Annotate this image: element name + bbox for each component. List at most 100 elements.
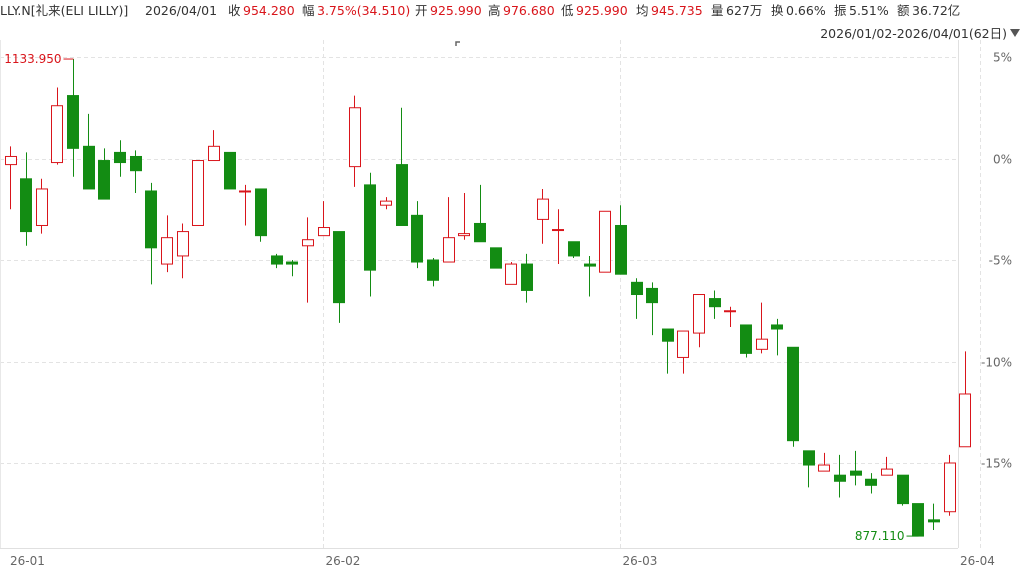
candle[interactable] bbox=[521, 253, 533, 303]
candle[interactable] bbox=[631, 278, 643, 319]
candle[interactable] bbox=[130, 150, 142, 194]
high-value: 976.680 bbox=[503, 3, 555, 18]
candle[interactable] bbox=[928, 503, 940, 530]
candle[interactable] bbox=[615, 205, 627, 275]
candle[interactable] bbox=[677, 330, 689, 374]
avg-value: 945.735 bbox=[651, 3, 703, 18]
candle[interactable] bbox=[98, 148, 110, 200]
candle-body-down bbox=[255, 188, 267, 237]
candle[interactable] bbox=[443, 197, 455, 263]
candle-body-down bbox=[145, 190, 157, 249]
turnover-value: 0.66% bbox=[786, 3, 826, 18]
candle[interactable] bbox=[239, 184, 251, 226]
candle-body-down bbox=[615, 224, 627, 275]
candle[interactable] bbox=[286, 260, 298, 277]
candle-body-down bbox=[646, 287, 658, 304]
amount-value: 36.72亿 bbox=[912, 3, 961, 18]
candle[interactable] bbox=[740, 324, 752, 358]
x-axis-tick-label: 26-04 bbox=[960, 554, 995, 568]
candle[interactable] bbox=[474, 184, 486, 243]
candle[interactable] bbox=[20, 152, 32, 246]
low-label: 低 bbox=[561, 3, 574, 18]
candle[interactable] bbox=[427, 257, 439, 287]
candle[interactable] bbox=[850, 450, 862, 486]
candle[interactable] bbox=[145, 182, 157, 285]
candle[interactable] bbox=[724, 306, 736, 327]
candle[interactable] bbox=[584, 255, 596, 297]
candle[interactable] bbox=[380, 197, 392, 210]
candle[interactable] bbox=[537, 188, 549, 244]
x-axis-tick-label: 26-03 bbox=[623, 554, 658, 568]
change-value: 3.75%(34.510) bbox=[317, 3, 411, 18]
candle-body-down bbox=[271, 255, 283, 265]
date-range-selector[interactable]: 2026/01/02-2026/04/01(62日) bbox=[820, 23, 1020, 42]
candle-body-up bbox=[693, 294, 705, 334]
candle-body-up bbox=[443, 237, 455, 263]
candle[interactable] bbox=[255, 188, 267, 242]
candle[interactable] bbox=[458, 193, 470, 240]
candle[interactable] bbox=[192, 160, 204, 226]
candle-body-down bbox=[740, 324, 752, 354]
candle[interactable] bbox=[83, 113, 95, 190]
candle-body-down bbox=[98, 160, 110, 200]
candle[interactable] bbox=[364, 172, 376, 297]
candle[interactable] bbox=[552, 209, 564, 265]
candle[interactable] bbox=[349, 95, 361, 187]
candle-body-up bbox=[318, 227, 330, 237]
candle[interactable] bbox=[568, 241, 580, 258]
candle[interactable] bbox=[881, 456, 893, 476]
candle[interactable] bbox=[36, 178, 48, 234]
candle[interactable] bbox=[161, 215, 173, 273]
candle[interactable] bbox=[912, 503, 924, 537]
candle[interactable] bbox=[302, 217, 314, 303]
candle[interactable] bbox=[897, 474, 909, 506]
candle[interactable] bbox=[490, 247, 502, 269]
y-axis-tick-label: -15% bbox=[981, 457, 1012, 471]
candle[interactable] bbox=[771, 318, 783, 356]
candle[interactable] bbox=[396, 107, 408, 226]
candle[interactable] bbox=[756, 302, 768, 354]
candle-body-up bbox=[349, 107, 361, 168]
candle[interactable] bbox=[599, 210, 611, 273]
candle[interactable] bbox=[709, 290, 721, 319]
candle[interactable] bbox=[787, 346, 799, 447]
x-axis-tick-label: 26-02 bbox=[326, 554, 361, 568]
candle[interactable] bbox=[834, 454, 846, 498]
candle-body-down bbox=[897, 474, 909, 505]
candle[interactable] bbox=[803, 450, 815, 488]
candle[interactable] bbox=[944, 454, 956, 516]
candle[interactable] bbox=[646, 282, 658, 336]
candle[interactable] bbox=[177, 223, 189, 279]
dropdown-triangle-icon[interactable] bbox=[1010, 29, 1020, 37]
candle[interactable] bbox=[114, 140, 126, 177]
amount-label: 额 bbox=[897, 3, 910, 18]
candle-body-down bbox=[411, 214, 423, 263]
candle[interactable] bbox=[662, 328, 674, 374]
candle-body-up bbox=[944, 462, 956, 513]
candle[interactable] bbox=[51, 87, 63, 165]
candle[interactable] bbox=[818, 452, 830, 472]
candle[interactable] bbox=[318, 201, 330, 237]
x-axis-tick-label: 26-01 bbox=[10, 554, 45, 568]
candle[interactable] bbox=[959, 351, 971, 448]
candle[interactable] bbox=[411, 201, 423, 269]
candle[interactable] bbox=[5, 146, 17, 210]
candle[interactable] bbox=[67, 59, 79, 177]
candle[interactable] bbox=[224, 151, 236, 190]
candle-body-down bbox=[130, 155, 142, 172]
candle[interactable] bbox=[865, 473, 877, 494]
candle-body-up bbox=[599, 210, 611, 273]
candle-body-down bbox=[333, 231, 345, 304]
candle[interactable] bbox=[333, 231, 345, 323]
close-value: 954.280 bbox=[243, 3, 295, 18]
candle-body-down bbox=[584, 263, 596, 267]
candle[interactable] bbox=[693, 294, 705, 348]
candle[interactable] bbox=[208, 130, 220, 162]
open-label: 开 bbox=[415, 3, 428, 18]
candle[interactable] bbox=[505, 262, 517, 285]
candle-body-up bbox=[5, 155, 17, 166]
candle-body-down bbox=[396, 164, 408, 226]
candle[interactable] bbox=[271, 253, 283, 269]
candle-body-down bbox=[631, 281, 643, 296]
